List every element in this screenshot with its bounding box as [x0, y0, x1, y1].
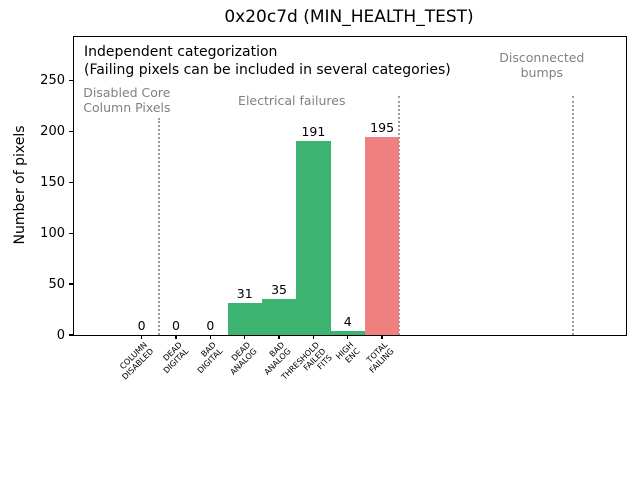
y-tick-mark	[69, 232, 73, 234]
x-tick-mark	[209, 335, 212, 339]
x-tick-label: TOTAL FAILING	[365, 340, 397, 375]
y-tick-label: 250	[40, 73, 65, 89]
section-separator	[157, 118, 160, 335]
y-tick-label: 0	[56, 327, 65, 343]
bar-value-label: 195	[370, 119, 395, 135]
x-tick-label: DEAD ANALOG	[228, 340, 259, 377]
section-separator	[398, 96, 401, 335]
bar	[330, 330, 365, 335]
note-line-1: Independent categorization	[84, 44, 278, 60]
x-tick-mark	[140, 335, 143, 339]
note-line-2: (Failing pixels can be included in sever…	[84, 62, 451, 78]
x-tick-label: COLUMN DISABLED	[118, 340, 156, 382]
y-tick-label: 50	[48, 276, 65, 292]
section-label: Disabled Core Column Pixels	[83, 85, 171, 115]
y-tick-label: 200	[40, 124, 65, 140]
x-tick-mark	[381, 335, 383, 339]
y-tick-mark	[69, 130, 73, 133]
x-tick-label: DEAD DIGITAL	[161, 340, 191, 376]
bar-value-label: 0	[137, 318, 146, 333]
y-tick-mark	[69, 80, 73, 82]
bar-value-label: 4	[343, 313, 352, 329]
y-tick-mark	[69, 334, 73, 336]
chart-title: 0x20c7d (MIN_HEALTH_TEST)	[224, 7, 474, 27]
section-label: Electrical failures	[238, 93, 346, 108]
section-separator	[571, 96, 574, 335]
x-tick-mark	[347, 335, 349, 339]
x-tick-mark	[175, 335, 177, 339]
y-tick-label: 100	[40, 225, 65, 241]
bar	[364, 136, 400, 335]
plot-area: Independent categorization (Failing pixe…	[40, 36, 627, 382]
bar	[296, 140, 331, 335]
bar-value-label: 31	[236, 286, 253, 302]
bar	[261, 299, 297, 335]
y-tick-label: 150	[40, 174, 65, 190]
bar-value-label: 0	[172, 318, 180, 333]
x-tick-label: BAD DIGITAL	[195, 340, 225, 376]
section-label: Disconnected bumps	[499, 50, 585, 80]
x-tick-mark	[278, 335, 280, 339]
bar	[227, 303, 262, 335]
bar-value-label: 0	[206, 318, 215, 333]
bar-value-label: 35	[271, 282, 288, 298]
x-tick-mark	[244, 335, 246, 339]
x-tick-mark	[312, 335, 315, 339]
note-block: Independent categorization (Failing pixe…	[84, 43, 451, 79]
bar-value-label: 191	[301, 123, 326, 139]
y-tick-mark	[69, 283, 73, 285]
x-tick-label: HIGH ENC	[334, 340, 362, 365]
y-tick-mark	[69, 181, 73, 184]
